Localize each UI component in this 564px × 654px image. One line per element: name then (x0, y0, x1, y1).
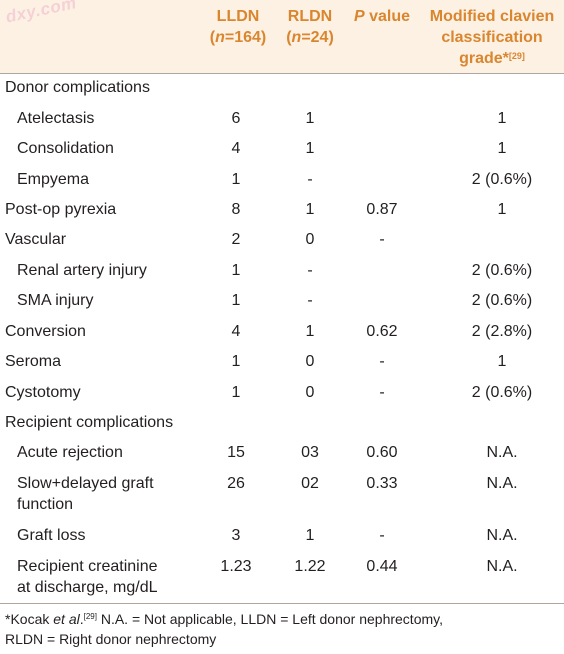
clavien-grade-cell: 1 (497, 110, 507, 127)
footer-divider (0, 603, 564, 604)
row-label: Graft loss (17, 527, 86, 544)
rldn-cell: - (307, 171, 313, 188)
row-label: Recipient complications (5, 414, 174, 431)
header-lldn: LLDN (n=164) (206, 6, 270, 48)
rldn-cell: 1 (305, 323, 315, 340)
rldn-cell: 02 (301, 475, 319, 492)
lldn-cell: 8 (231, 201, 241, 218)
rldn-cell: 1 (305, 140, 315, 157)
p-value-cell: 0.87 (366, 201, 398, 218)
row-label: Post-op pyrexia (5, 201, 117, 218)
clavien-grade-cell: N.A. (486, 444, 518, 461)
footnote-line-2: RLDN = Right donor nephrectomy (5, 631, 217, 647)
row-label: Recipient creatinine at discharge, mg/dL (17, 558, 158, 596)
row-label: Consolidation (17, 140, 114, 157)
p-value-cell: - (379, 231, 385, 248)
clavien-grade-cell: N.A. (486, 475, 518, 492)
header-rldn: RLDN (n=24) (278, 6, 342, 48)
clavien-grade-cell: 2 (0.6%) (471, 292, 533, 309)
lldn-cell: 15 (227, 444, 245, 461)
header-rldn-n: (n=24) (286, 29, 334, 46)
rldn-cell: 1 (305, 110, 315, 127)
lldn-cell: 26 (227, 475, 245, 492)
lldn-cell: 2 (231, 231, 241, 248)
row-label: Atelectasis (17, 110, 95, 127)
row-label: Vascular (5, 231, 67, 248)
lldn-cell: 1.23 (220, 558, 252, 575)
lldn-cell: 4 (231, 323, 241, 340)
rldn-cell: 0 (305, 231, 315, 248)
p-value-cell: 0.60 (366, 444, 398, 461)
header-divider (0, 73, 564, 74)
header-p-value: P value (353, 8, 411, 25)
header-lldn-title: LLDN (216, 8, 260, 25)
clavien-grade-cell: 2 (0.6%) (471, 262, 533, 279)
lldn-cell: 1 (231, 292, 241, 309)
lldn-cell: 1 (231, 384, 241, 401)
clavien-grade-cell: 2 (2.8%) (471, 323, 533, 340)
lldn-cell: 1 (231, 353, 241, 370)
table-footnote: *Kocak et al.[29] N.A. = Not applicable,… (5, 609, 560, 649)
row-label: Renal artery injury (17, 262, 147, 279)
clavien-grade-cell: N.A. (486, 527, 518, 544)
row-label: Seroma (5, 353, 62, 370)
p-value-cell: - (379, 353, 385, 370)
p-value-cell: 0.44 (366, 558, 398, 575)
row-label: Cystotomy (5, 384, 81, 401)
footnote-line-1: *Kocak et al.[29] N.A. = Not applicable,… (5, 611, 443, 627)
clavien-grade-cell: 2 (0.6%) (471, 171, 533, 188)
row-label: Slow+delayed graft function (17, 475, 154, 513)
p-value-cell: - (379, 384, 385, 401)
row-label: Empyema (17, 171, 90, 188)
rldn-cell: 0 (305, 353, 315, 370)
lldn-cell: 1 (231, 171, 241, 188)
rldn-cell: 0 (305, 384, 315, 401)
p-value-cell: - (379, 527, 385, 544)
clavien-grade-cell: 1 (497, 140, 507, 157)
header-lldn-n: (n=164) (209, 29, 267, 46)
table-header-band (0, 0, 564, 73)
p-value-cell: 0.33 (366, 475, 398, 492)
lldn-cell: 4 (231, 140, 241, 157)
rldn-cell: 03 (301, 444, 319, 461)
row-label: Acute rejection (17, 444, 123, 461)
header-clavien-grade: Modified clavien classification grade*[2… (429, 8, 555, 67)
lldn-cell: 6 (231, 110, 241, 127)
rldn-cell: - (307, 262, 313, 279)
clavien-grade-cell: 1 (497, 353, 507, 370)
p-value-cell: 0.62 (366, 323, 398, 340)
row-label: SMA injury (17, 292, 94, 309)
row-label: Conversion (5, 323, 86, 340)
rldn-cell: 1.22 (294, 558, 326, 575)
clavien-grade-cell: 1 (497, 201, 507, 218)
row-label: Donor complications (5, 79, 150, 96)
lldn-cell: 3 (231, 527, 241, 544)
clavien-grade-cell: N.A. (486, 558, 518, 575)
lldn-cell: 1 (231, 262, 241, 279)
header-rldn-title: RLDN (287, 8, 333, 25)
rldn-cell: 1 (305, 527, 315, 544)
rldn-cell: - (307, 292, 313, 309)
rldn-cell: 1 (305, 201, 315, 218)
clavien-grade-cell: 2 (0.6%) (471, 384, 533, 401)
